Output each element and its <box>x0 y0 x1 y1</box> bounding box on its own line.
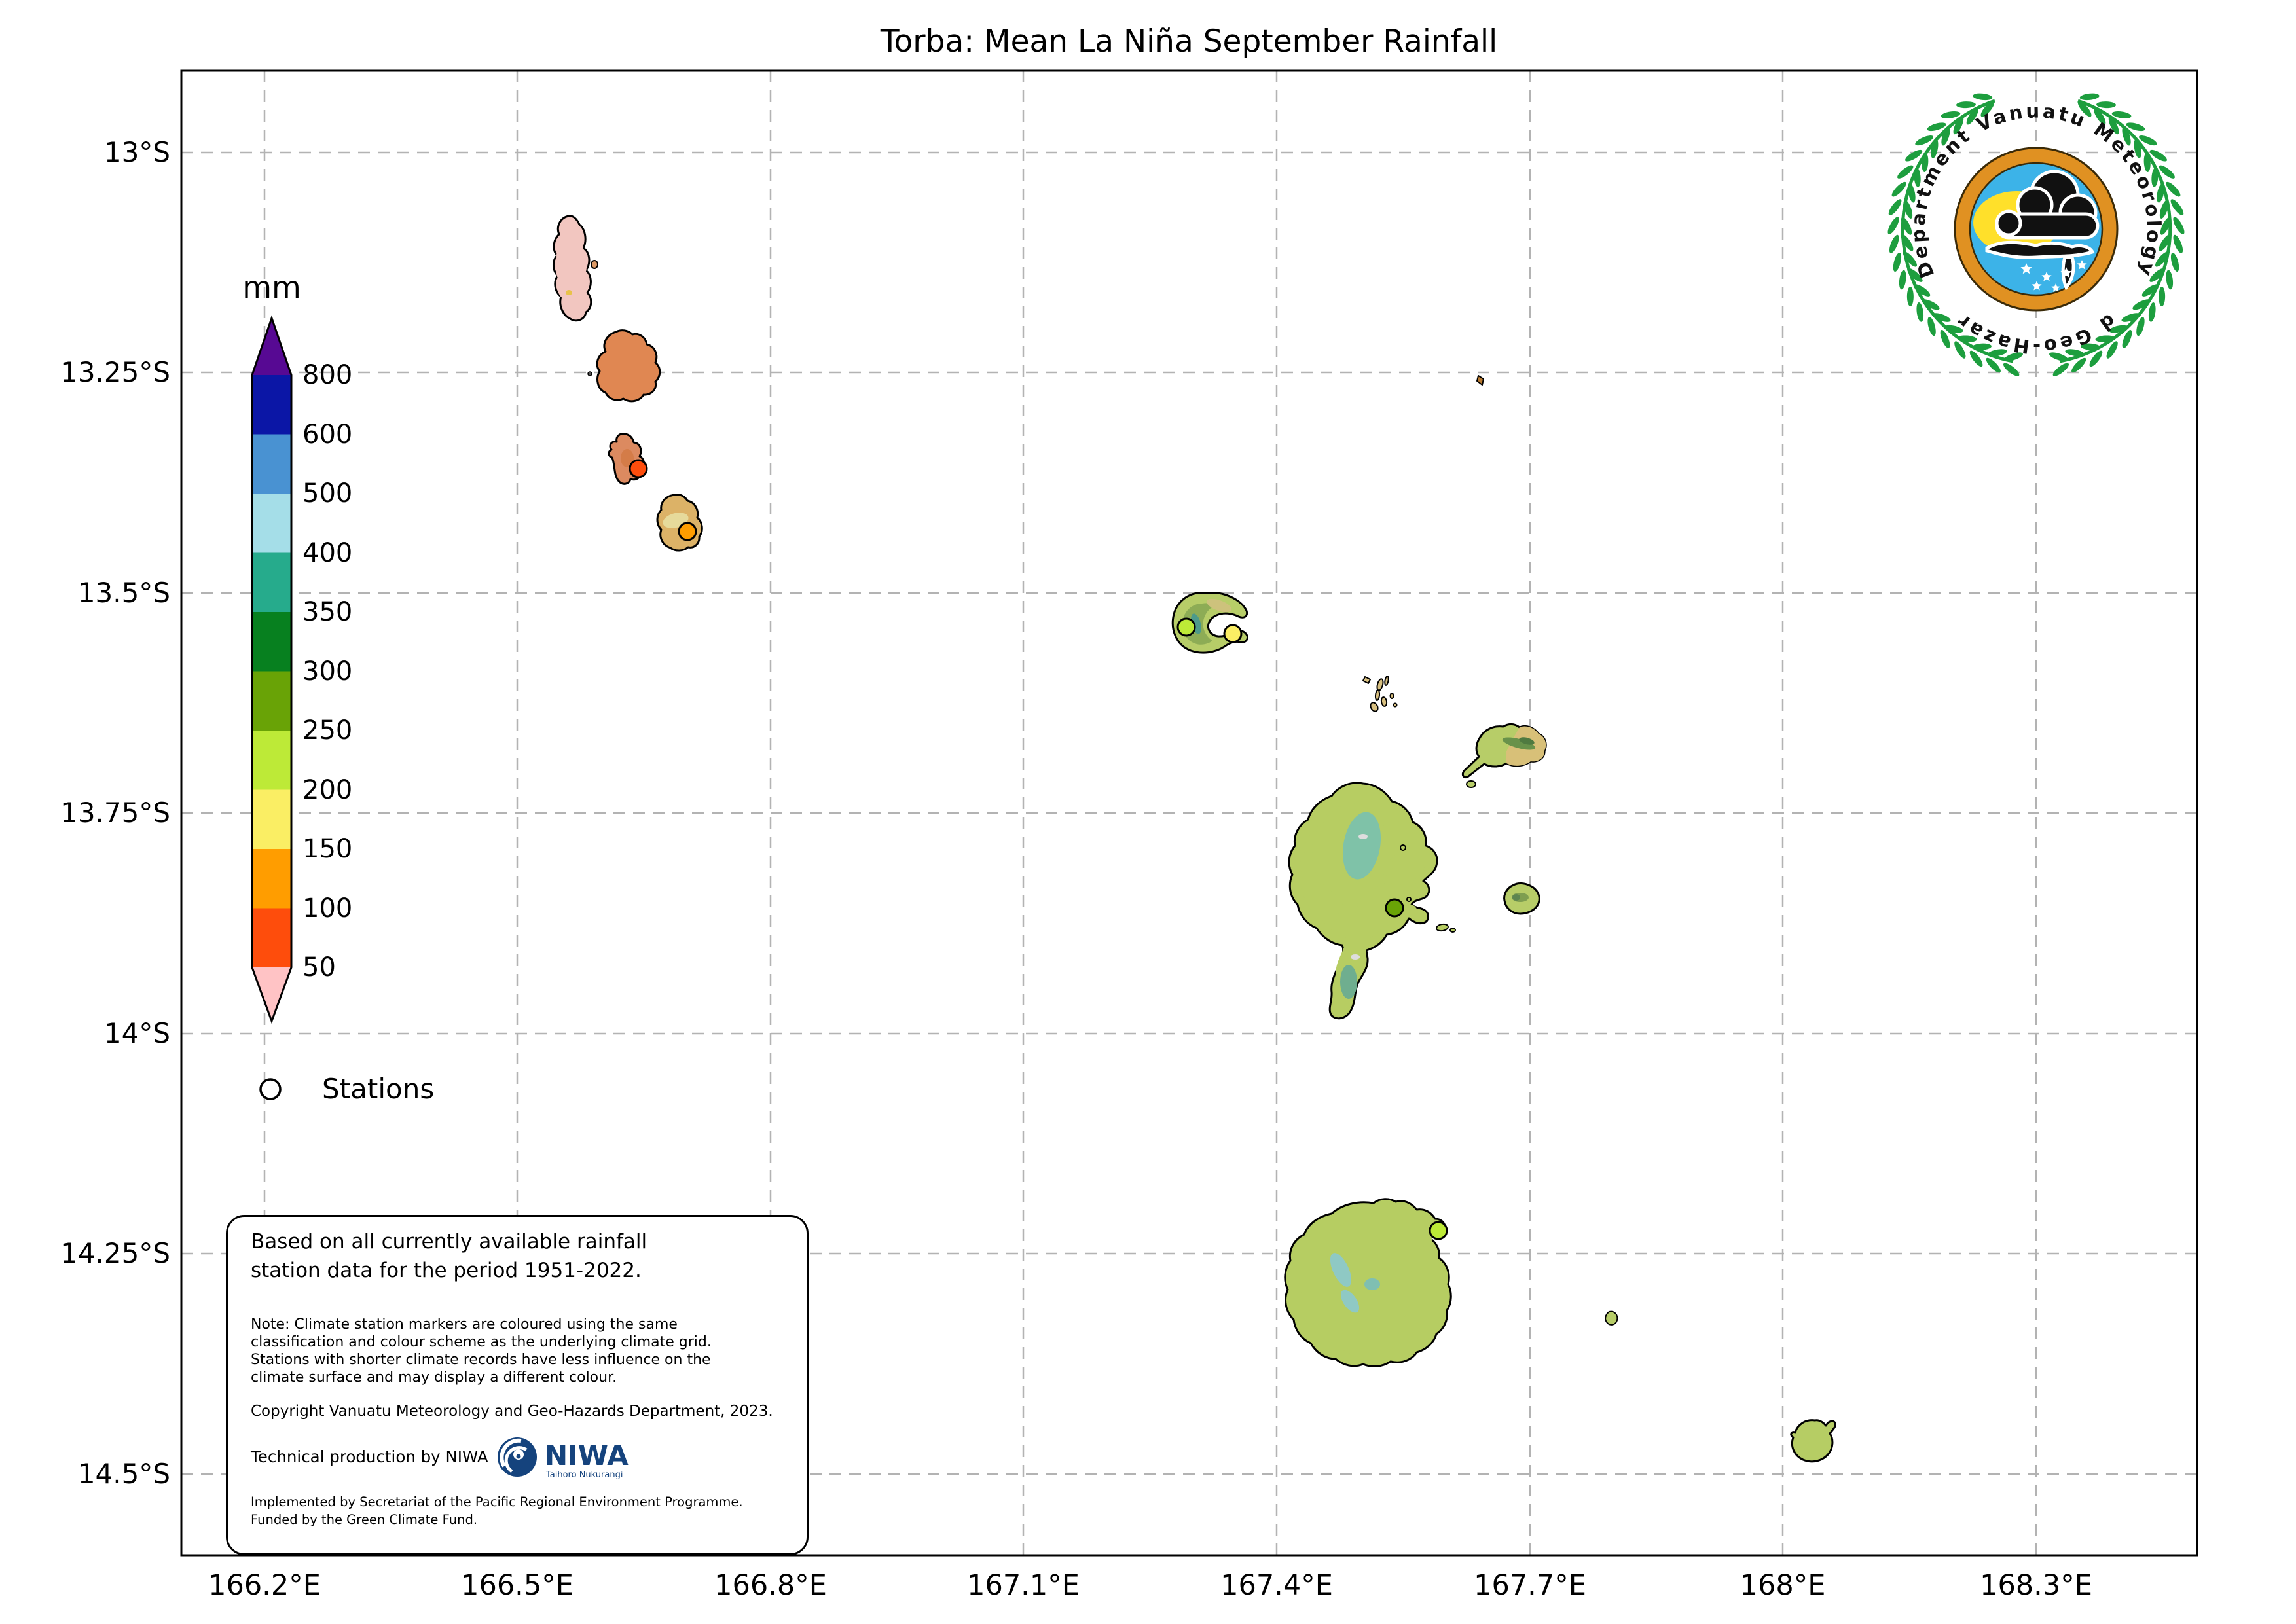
lat-tick-label: 14.5°S <box>77 1458 170 1490</box>
station-marker <box>1223 624 1243 643</box>
colorbar-segment <box>252 494 291 553</box>
colorbar-tick-label: 150 <box>302 834 353 864</box>
island-mota-lava <box>1461 723 1547 788</box>
info-heading-line2: station data for the period 1951-2022. <box>251 1259 642 1282</box>
info-copyright: Copyright Vanuatu Meteorology and Geo-Ha… <box>251 1403 773 1420</box>
lon-tick-label: 166.8°E <box>714 1569 827 1602</box>
figure-title: Torba: Mean La Niña September Rainfall <box>880 24 1498 60</box>
islet-west-tegua <box>587 371 592 376</box>
info-production: Technical production by NIWA <box>251 1447 488 1466</box>
colorbar-segment <box>252 731 291 790</box>
colorbar-tick-label: 350 <box>302 597 353 627</box>
colorbar-arrow-top <box>252 318 291 375</box>
niwa-wordmark: NIWA <box>545 1439 629 1471</box>
islets-rowa-reef <box>1362 676 1398 712</box>
niwa-tagline: Taihoro Nukurangi <box>545 1470 623 1480</box>
colorbar-segment <box>252 434 291 494</box>
niwa-swirl-icon <box>498 1437 537 1477</box>
island-gaua <box>1284 1198 1452 1367</box>
colorbar-segment <box>252 908 291 967</box>
colorbar-tick-label: 300 <box>302 657 353 687</box>
island-tegua <box>587 329 661 403</box>
colorbar-tick-label: 400 <box>302 538 353 568</box>
lat-tick-label: 13.75°S <box>60 797 170 829</box>
lon-tick-label: 168.3°E <box>1980 1569 2092 1602</box>
colorbar-segment <box>252 375 291 435</box>
station-marker <box>1385 898 1404 918</box>
lon-tick-label: 168°E <box>1740 1569 1826 1602</box>
lon-tick-label: 167.7°E <box>1474 1569 1586 1602</box>
info-note-line3: Stations with shorter climate records ha… <box>251 1352 711 1368</box>
plot-frame <box>180 69 2198 1557</box>
stations-legend-label: Stations <box>322 1073 435 1105</box>
colorbar-tick-label: 50 <box>302 952 336 983</box>
station-marker <box>1429 1221 1448 1240</box>
island-hiu <box>553 215 598 322</box>
islets-east-vanua-lava <box>1400 844 1456 933</box>
info-implemented-line2: Funded by the Green Climate Fund. <box>251 1512 478 1527</box>
colorbar-arrow-bottom <box>252 967 291 1021</box>
island-mota <box>1503 882 1540 915</box>
colorbar-segment <box>252 612 291 672</box>
info-note-line4: climate surface and may display a differ… <box>251 1369 617 1386</box>
lon-tick-label: 167.4°E <box>1220 1569 1333 1602</box>
lat-tick-label: 13.5°S <box>77 577 170 609</box>
island-toga <box>656 494 703 552</box>
island-vanua-lava <box>1288 782 1456 1020</box>
lat-tick-label: 13.25°S <box>60 356 170 388</box>
islet-metoma <box>591 260 598 269</box>
colorbar-segment <box>252 552 291 612</box>
niwa-logo: NIWA Taihoro Nukurangi <box>498 1437 629 1480</box>
islet-merig <box>1605 1310 1618 1326</box>
lon-tick-label: 166.2°E <box>208 1569 321 1602</box>
vmgd-logo: Department Vanuatu Meteorology and Geo-H… <box>1878 75 2185 376</box>
colorbar-tick-label: 250 <box>302 715 353 746</box>
colorbar <box>251 315 293 1024</box>
laurel-wreath <box>1887 93 2185 376</box>
colorbar-tick-label: 100 <box>302 893 353 924</box>
lat-tick-label: 14.25°S <box>60 1237 170 1269</box>
islet-ra <box>1466 780 1476 788</box>
colorbar-unit-label: mm <box>242 270 301 305</box>
stations-legend-icon <box>259 1078 282 1100</box>
colorbar-tick-label: 800 <box>302 360 353 390</box>
colorbar-tick-label: 500 <box>302 478 353 509</box>
lat-tick-label: 13°S <box>103 136 170 168</box>
colorbar-tick-label: 600 <box>302 420 353 450</box>
islet-kwakea <box>1476 375 1484 386</box>
lon-tick-label: 167.1°E <box>967 1569 1080 1602</box>
island-mere-lava <box>1790 1419 1836 1463</box>
station-marker <box>678 522 697 541</box>
station-marker <box>1176 617 1196 637</box>
info-note-line2: classification and colour scheme as the … <box>251 1334 712 1350</box>
lat-tick-label: 14°S <box>103 1017 170 1049</box>
lon-tick-label: 166.5°E <box>461 1569 574 1602</box>
info-heading-line1: Based on all currently available rainfal… <box>251 1230 647 1254</box>
colorbar-outline <box>251 315 293 1024</box>
colorbar-segment <box>252 849 291 909</box>
info-note-line1: Note: Climate station markers are colour… <box>251 1316 678 1333</box>
station-markers <box>629 459 1448 1240</box>
storm-cloud <box>1985 170 2100 291</box>
colorbar-tick-label: 200 <box>302 775 353 805</box>
info-box: Based on all currently available rainfal… <box>226 1215 809 1555</box>
vmgd-emblem <box>1954 147 2119 312</box>
stars <box>2020 260 2087 292</box>
info-implemented-line1: Implemented by Secretariat of the Pacifi… <box>251 1494 743 1509</box>
colorbar-segment <box>252 789 291 849</box>
station-marker <box>629 459 648 478</box>
colorbar-segment <box>252 671 291 731</box>
